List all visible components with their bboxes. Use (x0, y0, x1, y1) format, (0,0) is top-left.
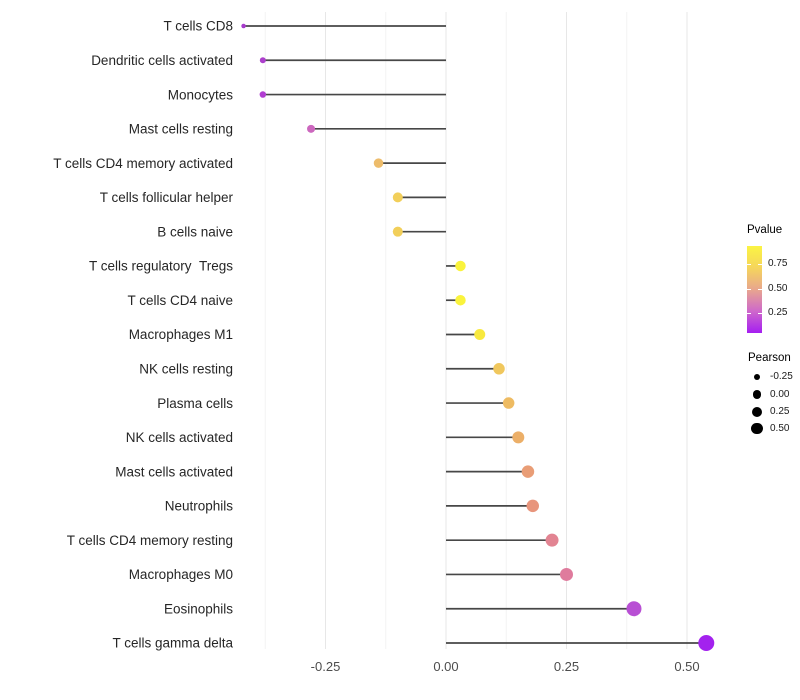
lollipop-dot (521, 465, 535, 478)
y-axis-label: Monocytes (168, 87, 234, 102)
y-axis-label: T cells gamma delta (112, 636, 233, 651)
y-axis-label: Eosinophils (164, 601, 233, 616)
lollipop-dot (526, 499, 540, 513)
y-axis-label: Mast cells resting (129, 122, 233, 137)
y-axis-label: Macrophages M1 (129, 327, 233, 342)
x-axis-tick-label: 0.00 (433, 659, 458, 674)
x-axis-tick-label: 0.50 (674, 659, 699, 674)
lollipop-dot (455, 294, 466, 306)
lollipop-dot (493, 363, 505, 375)
y-axis-label: Dendritic cells activated (91, 53, 233, 68)
lollipop-dot (560, 567, 573, 581)
lollipop-dot (455, 260, 466, 272)
x-axis-tick-label: 0.25 (554, 659, 579, 674)
y-axis-label: NK cells resting (139, 361, 233, 376)
lollipop-dot (698, 635, 715, 652)
y-axis-label: B cells naive (157, 224, 233, 239)
y-axis-label: NK cells activated (126, 430, 233, 445)
lollipop-dot (259, 91, 267, 98)
lollipop-dot (373, 158, 384, 168)
lollipop-dot (512, 431, 525, 444)
lollipop-dot (502, 397, 515, 409)
y-axis-label: T cells regulatory Tregs (89, 259, 233, 274)
y-axis-label: T cells follicular helper (100, 190, 234, 205)
lollipop-dot (392, 192, 403, 203)
lollipop-dot (392, 226, 403, 237)
y-axis-label: Mast cells activated (115, 464, 233, 479)
y-axis-label: T cells CD4 memory activated (53, 156, 233, 171)
y-axis-label: Plasma cells (157, 396, 233, 411)
y-axis-label: T cells CD4 naive (127, 293, 233, 308)
x-axis-tick-label: -0.25 (311, 659, 341, 674)
y-axis-label: Macrophages M0 (129, 567, 233, 582)
lollipop-dot (474, 329, 486, 341)
y-axis-label: Neutrophils (165, 499, 234, 514)
lollipop-dot (307, 124, 316, 133)
y-axis-label: T cells CD4 memory resting (67, 533, 233, 548)
lollipop-dot (626, 601, 642, 617)
lollipop-dot (545, 533, 559, 547)
lollipop-dot (259, 57, 266, 64)
y-axis-label: T cells CD8 (163, 19, 233, 34)
lollipop-dot (241, 23, 246, 29)
